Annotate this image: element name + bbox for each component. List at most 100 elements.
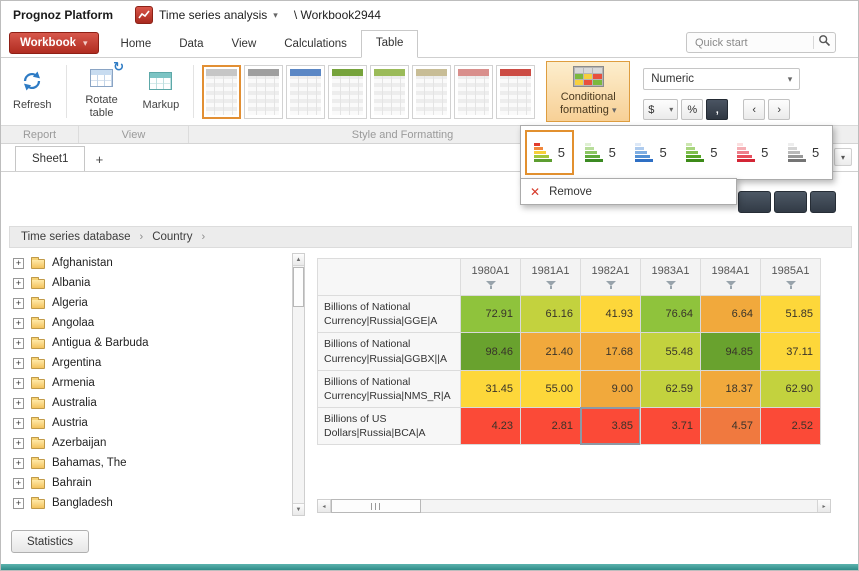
table-cell[interactable]: 98.46: [460, 332, 521, 371]
icon-set-option[interactable]: 5: [678, 131, 725, 174]
tree-item[interactable]: Angolaa: [9, 313, 289, 333]
markup-button[interactable]: Markup: [135, 61, 188, 122]
column-header[interactable]: 1983A1: [640, 258, 701, 296]
table-cell[interactable]: 94.85: [700, 332, 761, 371]
filter-icon[interactable]: [785, 281, 796, 289]
tree-item[interactable]: Australia: [9, 393, 289, 413]
currency-format-button[interactable]: $ ▾: [643, 99, 679, 120]
style-thumbnail[interactable]: [370, 64, 410, 119]
breadcrumb-item-country[interactable]: Country: [152, 231, 193, 243]
tree-item[interactable]: Azerbaijan: [9, 433, 289, 453]
table-cell[interactable]: 51.85: [760, 295, 821, 334]
style-thumbnail[interactable]: [412, 64, 452, 119]
breadcrumb-item-database[interactable]: Time series database: [21, 231, 131, 243]
table-cell[interactable]: 41.93: [580, 295, 641, 334]
filter-icon[interactable]: [725, 281, 736, 289]
obscured-toolbar-button[interactable]: [738, 191, 771, 213]
grid-hscrollbar[interactable]: ◂ ▸: [317, 499, 831, 513]
table-cell-selected[interactable]: 3.85: [580, 407, 641, 446]
expand-icon[interactable]: [13, 337, 24, 349]
table-cell[interactable]: 55.00: [520, 369, 581, 409]
tree-item[interactable]: Bahrain: [9, 473, 289, 493]
expand-icon[interactable]: [13, 297, 24, 309]
expand-icon[interactable]: [13, 437, 24, 449]
filter-icon[interactable]: [545, 281, 556, 289]
table-cell[interactable]: 18.37: [700, 369, 761, 409]
tab-home[interactable]: Home: [120, 38, 152, 50]
module-menu[interactable]: Time series analysis ▾: [135, 6, 278, 24]
icon-set-option[interactable]: 5: [577, 131, 624, 174]
quick-start-input[interactable]: [695, 36, 811, 49]
scrollbar-track[interactable]: [421, 500, 817, 512]
column-header[interactable]: 1982A1: [580, 258, 641, 296]
table-cell[interactable]: 2.52: [760, 407, 821, 446]
tree-item[interactable]: Bangladesh: [9, 493, 289, 513]
scroll-left-icon[interactable]: ◂: [318, 500, 331, 512]
percent-format-button[interactable]: %: [681, 99, 704, 120]
quick-start-search[interactable]: [686, 32, 836, 53]
sheet-tab-sheet1[interactable]: Sheet1: [15, 146, 86, 171]
expand-icon[interactable]: [13, 277, 24, 289]
tree-item[interactable]: Armenia: [9, 373, 289, 393]
table-cell[interactable]: 37.11: [760, 332, 821, 371]
expand-icon[interactable]: [13, 457, 24, 469]
rotate-table-button[interactable]: ↻ Rotate table: [73, 59, 131, 122]
remove-formatting-item[interactable]: ✕ Remove: [520, 178, 737, 205]
obscured-toolbar-button[interactable]: [810, 191, 836, 213]
search-icon[interactable]: [818, 34, 831, 52]
expand-icon[interactable]: [13, 497, 24, 509]
thousands-separator-button[interactable]: ,: [706, 99, 729, 120]
table-cell[interactable]: 62.90: [760, 369, 821, 409]
table-cell[interactable]: 62.59: [640, 369, 701, 409]
row-header[interactable]: Billions of National Currency|Russia|GGE…: [317, 295, 461, 334]
expand-icon[interactable]: [13, 397, 24, 409]
increase-decimals-button[interactable]: ›: [768, 99, 791, 120]
table-cell[interactable]: 61.16: [520, 295, 581, 334]
style-thumbnail[interactable]: [328, 64, 368, 119]
table-cell[interactable]: 76.64: [640, 295, 701, 334]
conditional-formatting-button[interactable]: Conditional formatting ▾: [546, 61, 631, 122]
tree-item[interactable]: Argentina: [9, 353, 289, 373]
scrollbar-thumb[interactable]: [331, 499, 421, 513]
statistics-button[interactable]: Statistics: [11, 530, 90, 553]
table-cell[interactable]: 55.48: [640, 332, 701, 371]
scroll-down-icon[interactable]: ▼: [293, 503, 304, 515]
obscured-toolbar-button[interactable]: [774, 191, 807, 213]
tab-data[interactable]: Data: [179, 38, 204, 50]
scroll-up-icon[interactable]: ▲: [293, 254, 304, 266]
filter-icon[interactable]: [605, 281, 616, 289]
filter-icon[interactable]: [485, 281, 496, 289]
table-cell[interactable]: 9.00: [580, 369, 641, 409]
table-cell[interactable]: 4.57: [700, 407, 761, 446]
icon-set-option[interactable]: 5: [525, 130, 574, 175]
scroll-right-icon[interactable]: ▸: [817, 500, 830, 512]
tab-calculations[interactable]: Calculations: [284, 38, 347, 50]
style-thumbnail[interactable]: [496, 64, 536, 119]
tab-table[interactable]: Table: [360, 30, 419, 58]
sheet-list-button[interactable]: ▾: [834, 148, 852, 166]
table-cell[interactable]: 3.71: [640, 407, 701, 446]
workbook-menu-button[interactable]: Workbook ▾: [9, 32, 99, 54]
icon-set-option[interactable]: 5: [729, 131, 776, 174]
expand-icon[interactable]: [13, 317, 24, 329]
add-sheet-button[interactable]: +: [95, 151, 104, 167]
column-header[interactable]: 1980A1: [460, 258, 521, 296]
expand-icon[interactable]: [13, 357, 24, 369]
tab-view[interactable]: View: [231, 38, 257, 50]
table-cell[interactable]: 4.23: [460, 407, 521, 446]
decrease-decimals-button[interactable]: ‹: [743, 99, 766, 120]
expand-icon[interactable]: [13, 477, 24, 489]
style-thumbnail[interactable]: [202, 64, 242, 119]
row-header[interactable]: Billions of US Dollars|Russia|BCA|A: [317, 407, 461, 446]
table-cell[interactable]: 6.64: [700, 295, 761, 334]
icon-set-option[interactable]: 5: [780, 131, 827, 174]
expand-icon[interactable]: [13, 417, 24, 429]
table-cell[interactable]: 21.40: [520, 332, 581, 371]
style-thumbnail[interactable]: [286, 64, 326, 119]
style-thumbnail[interactable]: [454, 64, 494, 119]
style-thumbnail[interactable]: [244, 64, 284, 119]
row-header[interactable]: Billions of National Currency|Russia|GGB…: [317, 332, 461, 371]
tree-item[interactable]: Antigua & Barbuda: [9, 333, 289, 353]
tree-item[interactable]: Algeria: [9, 293, 289, 313]
column-header[interactable]: 1984A1: [700, 258, 761, 296]
